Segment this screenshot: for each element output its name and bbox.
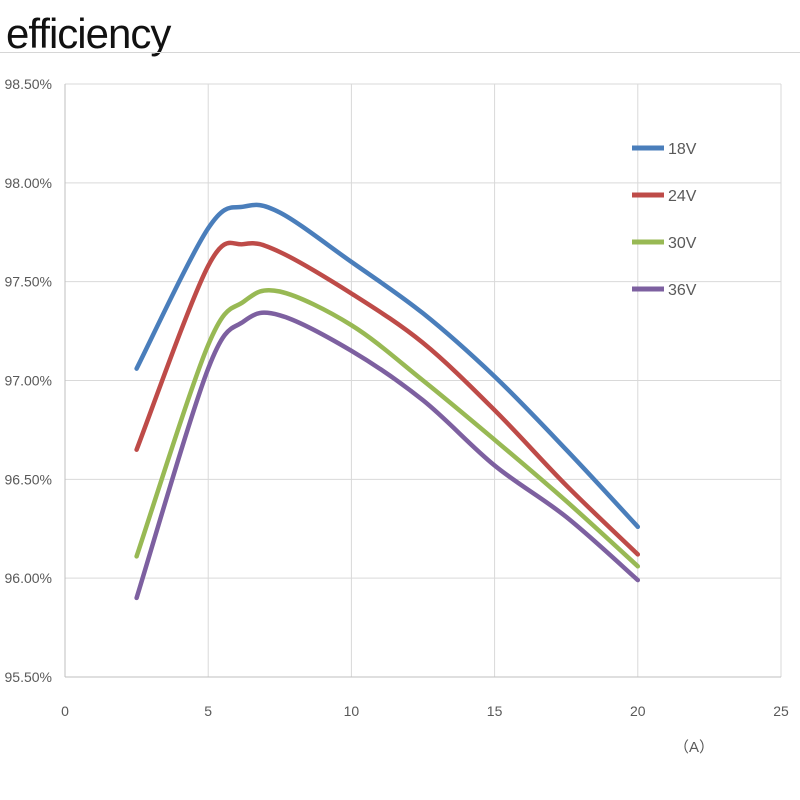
y-tick-label: 96.00% — [5, 570, 52, 586]
legend: 18V 24V 30V 36V — [632, 141, 697, 299]
x-tick-label: 5 — [204, 703, 212, 719]
y-tick-label: 95.50% — [5, 669, 52, 685]
chart-title: efficiency — [6, 10, 171, 57]
y-tick-label: 98.00% — [5, 175, 52, 191]
x-tick-label: 15 — [487, 703, 503, 719]
title-divider — [0, 52, 800, 53]
legend-label-30v: 30V — [668, 235, 697, 252]
y-tick-label: 97.50% — [5, 274, 52, 290]
x-tick-label: 10 — [344, 703, 360, 719]
series-line-36v — [134, 310, 641, 601]
y-tick-labels: 95.50% 96.00% 96.50% 97.00% 97.50% 98.00% 98.5… — [5, 76, 52, 685]
x-tick-label: 25 — [773, 703, 789, 719]
series-lines — [134, 202, 641, 601]
legend-label-36v: 36V — [668, 282, 697, 299]
legend-label-24v: 24V — [668, 188, 697, 205]
series-line-18v — [134, 202, 641, 530]
series-line-30v — [134, 287, 641, 569]
x-axis-label: （A） — [674, 739, 714, 756]
x-tick-label: 20 — [630, 703, 646, 719]
x-tick-label: 0 — [61, 703, 69, 719]
series-line-24v — [134, 240, 641, 557]
x-tick-labels: 0 5 10 15 20 25 — [61, 703, 789, 719]
plot-frame — [64, 84, 781, 678]
y-tick-label: 98.50% — [5, 76, 52, 92]
grid-lines — [65, 83, 782, 678]
legend-label-18v: 18V — [668, 141, 697, 158]
y-tick-label: 97.00% — [5, 373, 52, 389]
y-tick-label: 96.50% — [5, 471, 52, 487]
